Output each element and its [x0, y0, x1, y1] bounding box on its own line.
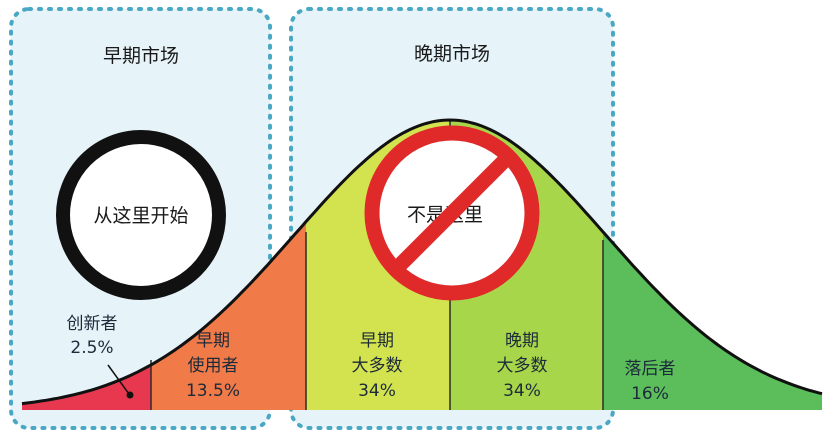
start-here-text: 从这里开始 — [93, 205, 188, 227]
innovators-share: 2.5% — [70, 338, 113, 358]
late-market-title: 晚期市场 — [414, 43, 490, 65]
late-majority-share: 34% — [503, 381, 541, 401]
early-market-title: 早期市场 — [103, 45, 179, 67]
innovators-label: 创新者 — [67, 314, 118, 334]
laggards-share: 16% — [631, 384, 669, 404]
innovators-pointer — [107, 364, 134, 399]
early-majority-share: 34% — [358, 381, 396, 401]
late-majority-label-2: 大多数 — [497, 356, 548, 376]
bell-curve — [21, 118, 823, 406]
early-adopters-share: 13.5% — [186, 381, 240, 401]
early-majority-label-1: 早期 — [360, 331, 394, 351]
prohibition-sign-bar — [391, 152, 513, 274]
start-here-ring — [56, 130, 226, 300]
laggards-label: 落后者 — [625, 359, 676, 379]
early-adopters-label-2: 使用者 — [188, 355, 239, 376]
early-adopters-label-1: 早期 — [196, 331, 230, 351]
early-majority-label-2: 大多数 — [352, 356, 403, 376]
late-majority-label-1: 晚期 — [505, 331, 539, 351]
